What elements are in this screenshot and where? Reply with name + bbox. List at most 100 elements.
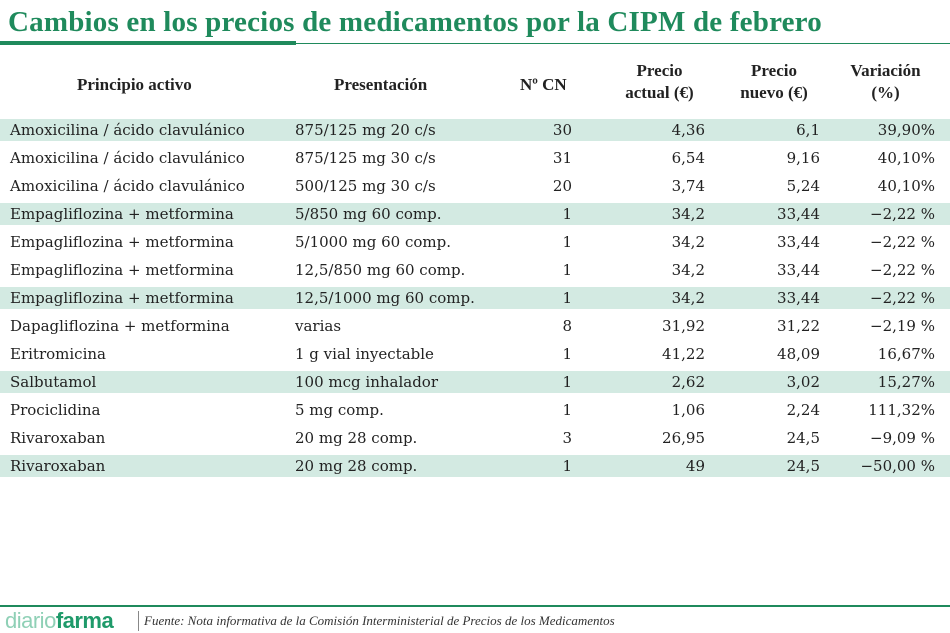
column-header-principio-activo: Principio activo (77, 74, 192, 96)
cell-num-cn: 31 (552, 149, 572, 167)
cell-precio-actual: 3,74 (671, 177, 705, 195)
cell-presentacion: 5 mg comp. (295, 401, 384, 419)
header-line: Variación (850, 61, 921, 80)
cell-precio-actual: 49 (685, 457, 705, 475)
title-underline-thin (296, 43, 950, 44)
cell-principio-activo: Amoxicilina / ácido clavulánico (10, 121, 245, 139)
table-row: Amoxicilina / ácido clavulánico 875/125 m… (0, 147, 950, 169)
cell-variacion: 40,10% (877, 149, 935, 167)
column-header-precio-nuevo: Precio nuevo (€) (725, 60, 823, 104)
cell-principio-activo: Rivaroxaban (10, 457, 106, 475)
cell-presentacion: 500/125 mg 30 c/s (295, 177, 436, 195)
cell-presentacion: 12,5/850 mg 60 comp. (295, 261, 466, 279)
cell-num-cn: 1 (562, 261, 572, 279)
cell-precio-actual: 41,22 (662, 345, 705, 363)
cell-principio-activo: Empagliflozina + metformina (10, 205, 234, 223)
table-row: Empagliflozina + metformina 5/850 mg 60 c… (0, 203, 950, 225)
cell-presentacion: 100 mcg inhalador (295, 373, 438, 391)
cell-precio-nuevo: 24,5 (786, 457, 820, 475)
cell-precio-actual: 1,06 (671, 401, 705, 419)
table-row: Empagliflozina + metformina 12,5/850 mg 6… (0, 259, 950, 281)
cell-variacion: 16,67% (877, 345, 935, 363)
cell-presentacion: 5/1000 mg 60 comp. (295, 233, 452, 251)
table-row: Salbutamol 100 mcg inhalador 1 2,62 3,02 15,2… (0, 371, 950, 393)
table-row: Eritromicina 1 g vial inyectable 1 41,22 48,… (0, 343, 950, 365)
column-header-variacion: Variación (%) (838, 60, 933, 104)
cell-precio-actual: 26,95 (662, 429, 705, 447)
cell-num-cn: 3 (562, 429, 572, 447)
cell-num-cn: 1 (562, 373, 572, 391)
cell-principio-activo: Rivaroxaban (10, 429, 106, 447)
cell-presentacion: varias (295, 317, 342, 335)
cell-num-cn: 20 (552, 177, 572, 195)
cell-precio-nuevo: 24,5 (786, 429, 820, 447)
header-line: Precio (636, 61, 683, 80)
cell-precio-nuevo: 5,24 (786, 177, 820, 195)
cell-principio-activo: Dapagliflozina + metformina (10, 317, 230, 335)
cell-precio-nuevo: 3,02 (786, 373, 820, 391)
header-line: (%) (871, 83, 900, 102)
cell-precio-nuevo: 33,44 (777, 233, 820, 251)
table-row: Rivaroxaban 20 mg 28 comp. 3 26,95 24,5 −9,09… (0, 427, 950, 449)
cell-precio-actual: 6,54 (671, 149, 705, 167)
cell-presentacion: 12,5/1000 mg 60 comp. (295, 289, 475, 307)
cell-principio-activo: Empagliflozina + metformina (10, 261, 234, 279)
cell-num-cn: 8 (562, 317, 572, 335)
cell-variacion: 39,90% (877, 121, 935, 139)
cell-precio-nuevo: 48,09 (777, 345, 820, 363)
header-line: nuevo (€) (740, 83, 808, 102)
cell-precio-actual: 2,62 (671, 373, 705, 391)
cell-variacion: −2,22 % (870, 289, 935, 307)
cell-precio-nuevo: 6,1 (796, 121, 820, 139)
header-line: Principio activo (77, 75, 192, 94)
table-row: Rivaroxaban 20 mg 28 comp. 1 49 24,5 −50,00 % (0, 455, 950, 477)
cell-variacion: −2,22 % (870, 261, 935, 279)
footer-divider (0, 605, 950, 607)
cell-precio-actual: 34,2 (671, 205, 705, 223)
cell-variacion: −50,00 % (860, 457, 935, 475)
title-underline-thick (0, 41, 296, 45)
cell-num-cn: 1 (562, 289, 572, 307)
header-line: actual (€) (625, 83, 694, 102)
cell-presentacion: 875/125 mg 30 c/s (295, 149, 436, 167)
cell-variacion: 40,10% (877, 177, 935, 195)
cell-variacion: −9,09 % (870, 429, 935, 447)
cell-presentacion: 20 mg 28 comp. (295, 457, 418, 475)
cell-precio-nuevo: 33,44 (777, 261, 820, 279)
diariofarma-logo: diariofarma (5, 608, 114, 633)
cell-precio-actual: 34,2 (671, 233, 705, 251)
cell-presentacion: 20 mg 28 comp. (295, 429, 418, 447)
cell-principio-activo: Amoxicilina / ácido clavulánico (10, 149, 245, 167)
table-row: Amoxicilina / ácido clavulánico 875/125 m… (0, 119, 950, 141)
cell-presentacion: 5/850 mg 60 comp. (295, 205, 442, 223)
page-title: Cambios en los precios de medicamentos p… (8, 6, 822, 38)
cell-principio-activo: Empagliflozina + metformina (10, 289, 234, 307)
cell-principio-activo: Eritromicina (10, 345, 106, 363)
cell-presentacion: 875/125 mg 20 c/s (295, 121, 436, 139)
cell-variacion: −2,19 % (870, 317, 935, 335)
cell-precio-actual: 34,2 (671, 261, 705, 279)
cell-num-cn: 1 (562, 233, 572, 251)
header-line: Presentación (334, 75, 428, 94)
column-header-presentacion: Presentación (334, 74, 427, 96)
cell-precio-nuevo: 9,16 (786, 149, 820, 167)
cell-variacion: 15,27% (877, 373, 935, 391)
cell-num-cn: 1 (562, 401, 572, 419)
cell-principio-activo: Prociclidina (10, 401, 101, 419)
table-row: Dapagliflozina + metformina varias 8 31,92 3… (0, 315, 950, 337)
table-row: Amoxicilina / ácido clavulánico 500/125 m… (0, 175, 950, 197)
cell-num-cn: 1 (562, 205, 572, 223)
source-note: Fuente: Nota informativa de la Comisión … (144, 613, 615, 628)
cell-num-cn: 1 (562, 457, 572, 475)
cell-principio-activo: Amoxicilina / ácido clavulánico (10, 177, 245, 195)
cell-precio-actual: 4,36 (671, 121, 705, 139)
column-header-num-cn: Nº CN (520, 74, 567, 96)
cell-precio-actual: 31,92 (662, 317, 705, 335)
cell-principio-activo: Empagliflozina + metformina (10, 233, 234, 251)
cell-num-cn: 1 (562, 345, 572, 363)
table-row: Empagliflozina + metformina 5/1000 mg 60 … (0, 231, 950, 253)
cell-precio-nuevo: 33,44 (777, 289, 820, 307)
column-header-precio-actual: Precio actual (€) (612, 60, 707, 104)
cell-variacion: −2,22 % (870, 233, 935, 251)
cell-presentacion: 1 g vial inyectable (295, 345, 434, 363)
